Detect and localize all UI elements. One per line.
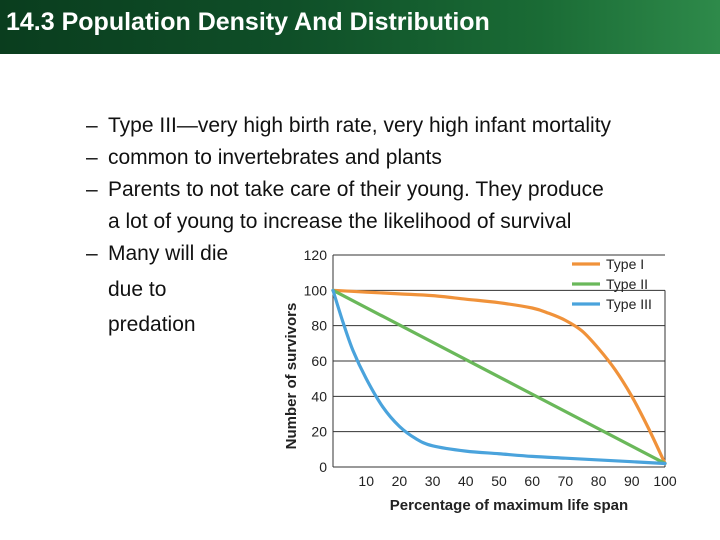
- bullet-text: Type III—very high birth rate, very high…: [108, 114, 612, 137]
- legend-label-type-ii: Type II: [606, 276, 648, 292]
- slide-title: 14.3 Population Density And Distribution: [6, 8, 490, 36]
- x-tick-label: 90: [624, 473, 640, 489]
- series-line-type-ii: [331, 288, 667, 466]
- bullet-text-line2: a lot of young to increase the likelihoo…: [108, 210, 572, 233]
- x-tick-label: 100: [653, 473, 677, 489]
- legend-label-type-iii: Type III: [606, 296, 652, 312]
- x-tick-label: 80: [591, 473, 607, 489]
- y-tick-label: 0: [319, 459, 327, 475]
- bullet-dash: –: [86, 146, 98, 169]
- chart-legend: Type I Type II Type III: [572, 256, 652, 312]
- bullet-item: – Many will die: [86, 238, 706, 270]
- bullet-item: – Parents to not take care of their youn…: [86, 174, 706, 238]
- x-tick-label: 60: [524, 473, 540, 489]
- x-tick-label: 10: [358, 473, 374, 489]
- bullet-dash: –: [86, 178, 98, 201]
- bullet-item: – common to invertebrates and plants: [86, 142, 706, 174]
- bullet-item: – Type III—very high birth rate, very hi…: [86, 110, 706, 142]
- bullet-continuation: due to: [108, 278, 167, 301]
- x-tick-label: 40: [458, 473, 474, 489]
- y-tick-label: 120: [304, 247, 328, 263]
- axis-layer: 0 20 40 60 80 100 120 10 20 30 40 50 60 70 80 90 100 Perc…: [283, 247, 677, 514]
- legend-label-type-i: Type I: [606, 256, 644, 272]
- series-line-type-i: [331, 288, 667, 466]
- title-bar: 14.3 Population Density And Distribution: [0, 0, 720, 54]
- survivorship-chart: 0 20 40 60 80 100 120 10 20 30 40 50 60 70 80 90 100 Perc…: [283, 247, 677, 514]
- y-tick-label: 40: [311, 388, 327, 404]
- y-axis-title: Number of survivors: [283, 303, 300, 450]
- bullet-continuation: predation: [108, 313, 196, 336]
- y-tick-label: 20: [311, 424, 327, 440]
- series-line-type-iii: [331, 288, 667, 466]
- x-tick-label: 30: [425, 473, 441, 489]
- bullet-dash: –: [86, 114, 98, 137]
- bullet-text: Parents to not take care of their young.…: [108, 178, 604, 201]
- bullet-text: Many will die: [108, 242, 229, 265]
- x-axis-title: Percentage of maximum life span: [390, 497, 628, 514]
- bullet-text: common to invertebrates and plants: [108, 146, 442, 169]
- x-tick-label: 70: [558, 473, 574, 489]
- bullet-list: – Type III—very high birth rate, very hi…: [86, 110, 706, 342]
- x-tick-label: 20: [392, 473, 408, 489]
- x-tick-label: 50: [491, 473, 507, 489]
- y-tick-label: 60: [311, 353, 327, 369]
- series-layer: [331, 288, 667, 466]
- bullet-dash: –: [86, 242, 98, 265]
- y-tick-label: 100: [304, 282, 328, 298]
- y-tick-label: 80: [311, 318, 327, 334]
